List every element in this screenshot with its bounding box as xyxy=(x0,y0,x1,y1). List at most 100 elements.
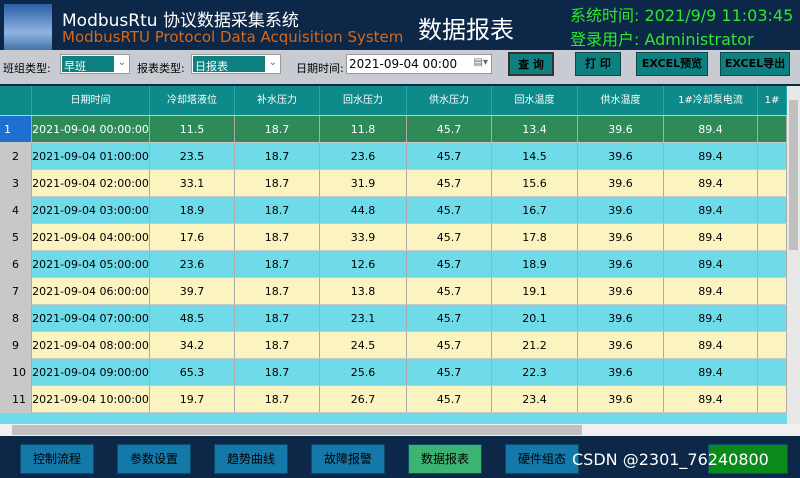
print-button[interactable]: 打 印 xyxy=(575,52,621,76)
column-header[interactable] xyxy=(0,86,32,115)
app-logo xyxy=(4,4,52,52)
table-cell: 14.5 xyxy=(492,143,578,169)
table-cell: 18.7 xyxy=(235,332,320,358)
table-cell: 39.6 xyxy=(578,224,664,250)
table-cell: 39.6 xyxy=(578,359,664,385)
table-cell: 16.7 xyxy=(492,197,578,223)
table-cell: 33.1 xyxy=(150,170,235,196)
table-cell: 23.4 xyxy=(492,386,578,412)
excel-preview-button[interactable]: EXCEL预览 xyxy=(636,52,708,76)
calendar-icon[interactable]: ▤▾ xyxy=(473,57,488,68)
table-cell: 39.7 xyxy=(150,278,235,304)
row-number: 1 xyxy=(0,116,32,142)
table-row[interactable]: 3 2021-09-04 02:00:00 33.1 18.7 31.9 45.7 15.6… xyxy=(0,170,787,197)
query-button[interactable]: 查 询 xyxy=(508,52,554,76)
table-cell: 18.7 xyxy=(235,359,320,385)
table-cell: 34.2 xyxy=(150,332,235,358)
shift-select[interactable]: 早班 ⌄ xyxy=(60,54,130,74)
table-row[interactable]: 1 2021-09-04 00:00:00 11.5 18.7 11.8 45.7 13.4… xyxy=(0,116,787,143)
app-header: ModbusRtu 协议数据采集系统 ModbusRTU Protocol Da… xyxy=(0,0,800,56)
column-header[interactable]: 回水压力 xyxy=(320,86,407,115)
table-cell xyxy=(758,116,787,142)
column-header[interactable]: 1# xyxy=(758,86,787,115)
table-cell: 2021-09-04 04:00:00 xyxy=(32,224,150,250)
table-cell: 18.7 xyxy=(235,116,320,142)
report-select[interactable]: 日报表 ⌄ xyxy=(191,54,281,74)
table-cell: 2021-09-04 10:00:00 xyxy=(32,386,150,412)
table-row[interactable]: 9 2021-09-04 08:00:00 34.2 18.7 24.5 45.7 21.2… xyxy=(0,332,787,359)
table-cell: 45.7 xyxy=(407,359,492,385)
nav-button[interactable]: 硬件组态 xyxy=(505,444,579,474)
column-header[interactable]: 供水温度 xyxy=(578,86,664,115)
table-cell: 2021-09-04 05:00:00 xyxy=(32,251,150,277)
table-cell: 39.6 xyxy=(578,197,664,223)
exit-button[interactable] xyxy=(708,444,788,474)
table-cell: 89.4 xyxy=(664,197,758,223)
table-row[interactable]: 10 2021-09-04 09:00:00 65.3 18.7 25.6 45.7 22.… xyxy=(0,359,787,386)
table-cell: 39.6 xyxy=(578,278,664,304)
table-cell: 39.6 xyxy=(578,305,664,331)
table-row[interactable]: 5 2021-09-04 04:00:00 17.6 18.7 33.9 45.7 17.8… xyxy=(0,224,787,251)
table-cell: 23.6 xyxy=(320,143,407,169)
table-cell: 2021-09-04 07:00:00 xyxy=(32,305,150,331)
table-cell xyxy=(758,359,787,385)
table-cell: 18.7 xyxy=(235,197,320,223)
row-number: 8 xyxy=(0,305,32,331)
date-picker[interactable]: 2021-09-04 00:00 ▤▾ xyxy=(346,54,492,74)
column-header[interactable]: 1#冷却泵电流 xyxy=(664,86,758,115)
table-cell: 89.4 xyxy=(664,386,758,412)
table-row[interactable]: 11 2021-09-04 10:00:00 19.7 18.7 26.7 45.7 23.… xyxy=(0,386,787,413)
table-cell: 39.6 xyxy=(578,116,664,142)
table-cell: 65.3 xyxy=(150,359,235,385)
table-cell: 45.7 xyxy=(407,278,492,304)
nav-button[interactable]: 数据报表 xyxy=(408,444,482,474)
table-cell xyxy=(758,143,787,169)
table-cell: 18.7 xyxy=(235,224,320,250)
table-cell: 18.7 xyxy=(235,386,320,412)
table-row[interactable]: 8 2021-09-04 07:00:00 48.5 18.7 23.1 45.7 20.1… xyxy=(0,305,787,332)
table-row[interactable]: 6 2021-09-04 05:00:00 23.6 18.7 12.6 45.7 18.9… xyxy=(0,251,787,278)
table-cell: 39.6 xyxy=(578,143,664,169)
nav-button[interactable]: 故障报警 xyxy=(311,444,385,474)
date-label: 日期时间: xyxy=(296,62,344,75)
table-cell: 19.1 xyxy=(492,278,578,304)
column-header[interactable]: 日期时间 xyxy=(32,86,150,115)
nav-button[interactable]: 趋势曲线 xyxy=(214,444,288,474)
table-cell: 89.4 xyxy=(664,143,758,169)
row-number: 5 xyxy=(0,224,32,250)
vertical-scrollbar[interactable] xyxy=(787,86,800,424)
table-row[interactable]: 2 2021-09-04 01:00:00 23.5 18.7 23.6 45.7 14.5… xyxy=(0,143,787,170)
table-cell: 18.9 xyxy=(492,251,578,277)
table-cell: 45.7 xyxy=(407,386,492,412)
table-cell: 12.6 xyxy=(320,251,407,277)
table-cell: 45.7 xyxy=(407,224,492,250)
table-cell: 89.4 xyxy=(664,305,758,331)
table-cell: 45.7 xyxy=(407,170,492,196)
watermark: CSDN @2301_76240800 xyxy=(572,450,769,469)
excel-export-button[interactable]: EXCEL导出 xyxy=(720,52,790,76)
column-header[interactable]: 供水压力 xyxy=(407,86,492,115)
app-subtitle: ModbusRTU Protocol Data Acquisition Syst… xyxy=(62,28,404,46)
table-cell: 17.6 xyxy=(150,224,235,250)
system-time: 系统时间: 2021/9/9 11:03:45 xyxy=(570,6,794,25)
table-cell: 89.4 xyxy=(664,224,758,250)
table-row[interactable]: 4 2021-09-04 03:00:00 18.9 18.7 44.8 45.7 16.7… xyxy=(0,197,787,224)
report-value: 日报表 xyxy=(193,56,265,73)
column-header[interactable]: 回水温度 xyxy=(492,86,578,115)
column-header[interactable]: 补水压力 xyxy=(235,86,320,115)
nav-button[interactable]: 控制流程 xyxy=(20,444,94,474)
table-cell: 15.6 xyxy=(492,170,578,196)
nav-button[interactable]: 参数设置 xyxy=(117,444,191,474)
table-cell: 18.7 xyxy=(235,278,320,304)
data-grid: 日期时间 冷却塔液位 补水压力 回水压力 供水压力 回水温度 供水温度 1#冷却泵电流 1# 1 2… xyxy=(0,86,787,424)
table-cell: 45.7 xyxy=(407,305,492,331)
table-cell: 44.8 xyxy=(320,197,407,223)
table-cell: 24.5 xyxy=(320,332,407,358)
horizontal-scrollbar[interactable] xyxy=(0,424,800,436)
chevron-down-icon: ⌄ xyxy=(117,57,126,68)
table-cell: 2021-09-04 03:00:00 xyxy=(32,197,150,223)
table-row[interactable]: 7 2021-09-04 06:00:00 39.7 18.7 13.8 45.7 19.1… xyxy=(0,278,787,305)
column-header[interactable]: 冷却塔液位 xyxy=(150,86,235,115)
table-cell: 21.2 xyxy=(492,332,578,358)
table-cell: 45.7 xyxy=(407,143,492,169)
